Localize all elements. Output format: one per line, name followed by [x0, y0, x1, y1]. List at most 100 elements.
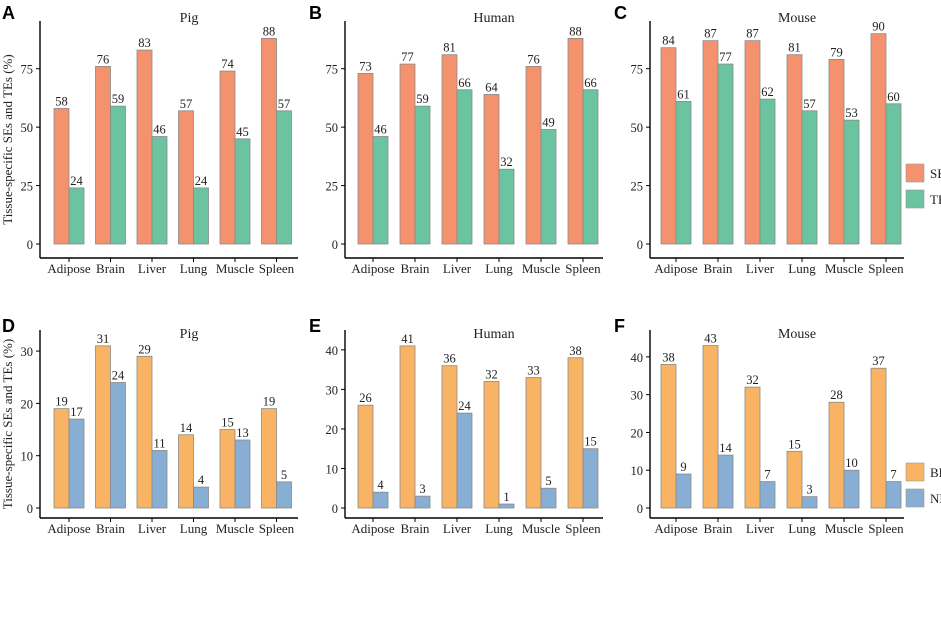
panel-title-B: Human [473, 11, 514, 26]
bar-nd-spleen [885, 481, 902, 509]
bar-nd-adipose [372, 491, 389, 509]
x-tick-label: Liver [138, 521, 167, 536]
x-tick-label: Muscle [522, 261, 561, 276]
bar-se-liver [744, 40, 761, 245]
bar-te-adipose [675, 101, 692, 245]
bar-nd-spleen [582, 448, 599, 509]
bar-bd-liver [136, 355, 153, 509]
y-tick-label: 20 [21, 397, 34, 411]
panel-title-E: Human [473, 327, 514, 342]
panel-title-D: Pig [180, 327, 199, 342]
data-label: 60 [887, 90, 900, 104]
x-tick-label: Muscle [216, 261, 255, 276]
panel-label-E: E [309, 316, 321, 336]
data-label: 24 [458, 399, 471, 413]
bar-se-adipose [660, 47, 677, 245]
data-label: 77 [401, 50, 414, 64]
data-label: 74 [221, 57, 234, 71]
data-label: 84 [662, 34, 675, 48]
data-label: 41 [401, 332, 414, 346]
data-label: 31 [97, 332, 110, 346]
data-label: 11 [153, 436, 165, 450]
y-tick-label: 40 [326, 344, 339, 358]
bar-nd-adipose [675, 473, 692, 509]
y-tick-label: 10 [326, 462, 339, 476]
y-tick-label: 10 [21, 450, 34, 464]
y-tick-label: 30 [631, 389, 644, 403]
y-tick-label: 50 [326, 121, 339, 135]
data-label: 28 [830, 388, 843, 402]
data-label: 36 [443, 352, 456, 366]
data-label: 9 [680, 460, 686, 474]
data-label: 66 [458, 76, 471, 90]
data-label: 81 [788, 41, 801, 55]
data-label: 90 [872, 20, 885, 34]
data-label: 19 [263, 395, 276, 409]
data-label: 59 [416, 92, 429, 106]
data-label: 57 [803, 97, 816, 111]
x-tick-label: Muscle [216, 521, 255, 536]
x-tick-label: Adipose [654, 521, 698, 536]
bar-te-brain [717, 63, 734, 245]
x-tick-label: Adipose [351, 261, 395, 276]
data-label: 79 [830, 45, 843, 59]
y-tick-label: 25 [631, 180, 644, 194]
y-tick-label: 30 [21, 345, 34, 359]
data-label: 14 [180, 421, 193, 435]
data-label: 26 [359, 391, 372, 405]
bar-nd-spleen [276, 481, 292, 509]
bar-te-spleen [885, 103, 902, 245]
y-tick-label: 40 [631, 351, 644, 365]
bar-te-spleen [276, 110, 292, 245]
data-label: 61 [677, 87, 690, 101]
bar-bd-lung [786, 450, 803, 509]
data-label: 32 [500, 155, 513, 169]
bar-se-adipose [53, 108, 70, 245]
bar-nd-liver [759, 481, 776, 509]
bar-se-muscle [525, 65, 542, 245]
x-tick-label: Spleen [868, 261, 904, 276]
x-tick-label: Spleen [259, 261, 295, 276]
bar-bd-muscle [525, 377, 542, 509]
bar-bd-lung [483, 381, 500, 509]
y-axis-title: Tissue-specific SEs and TEs (%) [0, 339, 15, 509]
x-tick-label: Lung [180, 261, 208, 276]
x-tick-label: Muscle [825, 521, 864, 536]
bar-nd-muscle [234, 439, 251, 509]
bar-bd-adipose [660, 364, 677, 509]
bar-bd-lung [178, 434, 194, 509]
x-tick-label: Brain [704, 261, 733, 276]
bar-bd-brain [95, 345, 111, 509]
bar-se-spleen [870, 33, 887, 245]
bar-se-brain [95, 65, 111, 245]
y-tick-label: 0 [637, 502, 643, 516]
data-label: 13 [236, 426, 249, 440]
data-label: 3 [806, 483, 812, 497]
x-tick-label: Lung [485, 261, 513, 276]
legend-label-te: TE [930, 192, 941, 207]
panel-label-B: B [309, 3, 322, 23]
data-label: 14 [719, 441, 732, 455]
bar-nd-lung [193, 486, 209, 509]
legend-swatch-nd [905, 488, 925, 508]
data-label: 10 [845, 456, 858, 470]
data-label: 19 [55, 395, 68, 409]
y-tick-label: 75 [326, 63, 339, 77]
panel-title-A: Pig [180, 11, 199, 26]
data-label: 88 [569, 24, 582, 38]
bar-se-spleen [567, 37, 584, 245]
legend-swatch-te [905, 189, 925, 209]
bar-te-lung [801, 110, 818, 245]
x-tick-label: Brain [401, 261, 430, 276]
y-tick-label: 25 [21, 180, 34, 194]
panel-label-D: D [2, 316, 15, 336]
bar-nd-lung [498, 503, 515, 509]
legend-label-bd: BD [930, 465, 941, 480]
bar-te-liver [759, 98, 776, 245]
data-label: 17 [70, 405, 83, 419]
y-tick-label: 0 [332, 238, 338, 252]
x-tick-label: Lung [788, 261, 816, 276]
data-label: 43 [704, 332, 717, 346]
bar-bd-spleen [870, 367, 887, 509]
data-label: 33 [527, 364, 540, 378]
